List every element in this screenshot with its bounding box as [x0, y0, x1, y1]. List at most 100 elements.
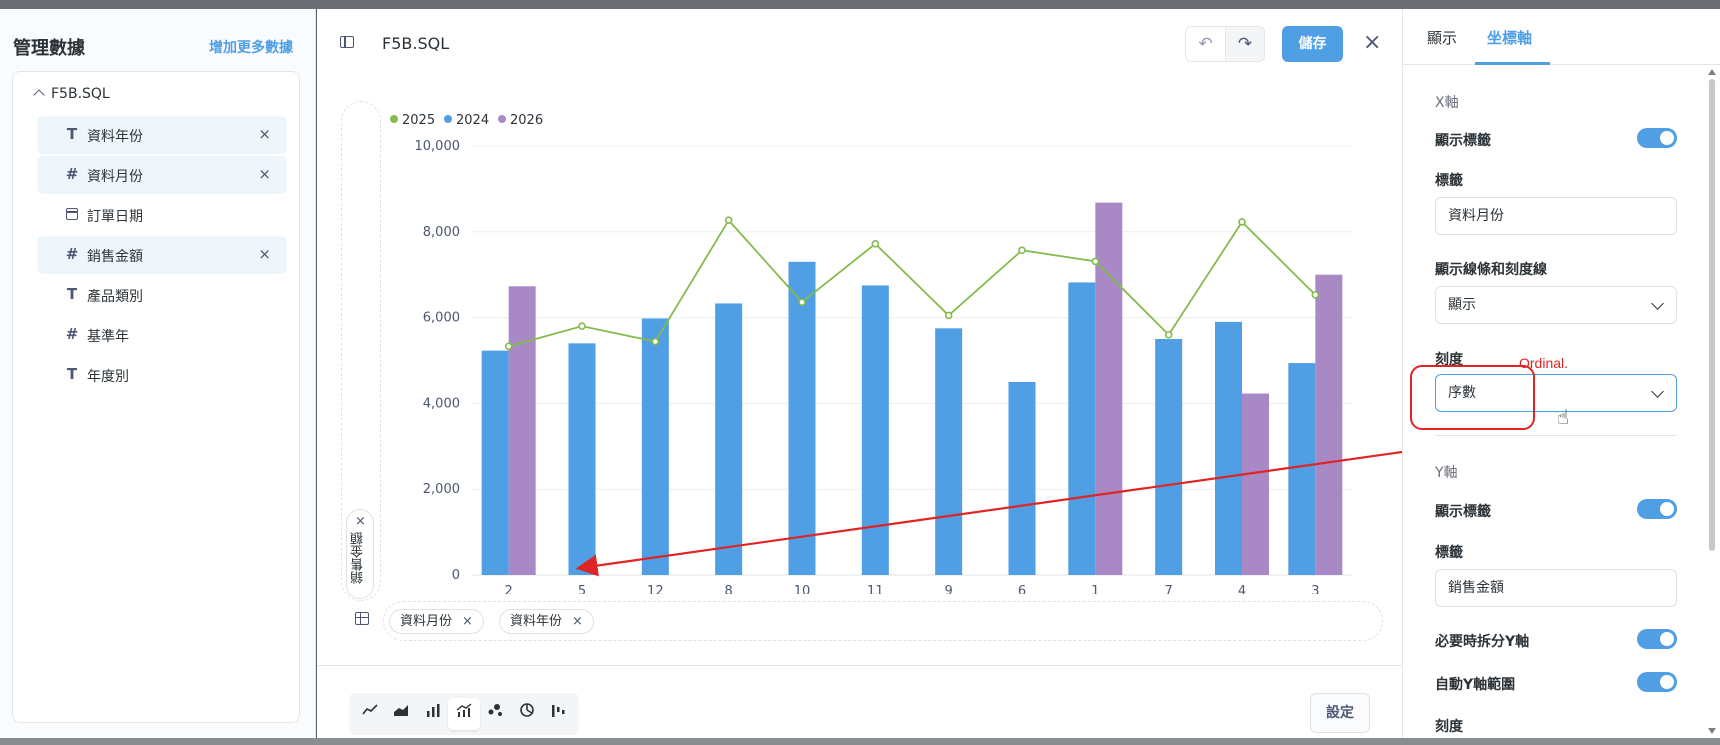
x-show-label-text: 顯示標籤 — [1435, 133, 1491, 149]
scroll-up-icon[interactable] — [1708, 69, 1716, 75]
bar-2024 — [641, 318, 669, 575]
remove-y-pill-icon[interactable]: × — [355, 514, 366, 529]
x-pill-label: 資料月份 — [400, 614, 453, 629]
legend-dot — [444, 115, 452, 123]
calendar-icon — [65, 206, 79, 223]
scatter-icon[interactable] — [480, 698, 511, 730]
y-axis-pill-label: 銷售金額 — [351, 532, 366, 584]
y-tick-label: 8,000 — [423, 225, 460, 240]
dataset-header[interactable]: F5B.SQL — [33, 86, 110, 102]
settings-tabs: 顯示 坐標軸 — [1403, 9, 1720, 65]
close-button[interactable]: × — [1363, 30, 1382, 55]
chevron-down-icon — [1651, 297, 1664, 310]
x-label-input[interactable]: 資料月份 — [1435, 197, 1677, 235]
remove-field-icon[interactable]: × — [258, 245, 271, 263]
field-label: 訂單日期 — [87, 209, 143, 225]
dataset-name: F5B.SQL — [51, 86, 110, 102]
tab-axes[interactable]: 坐標軸 — [1487, 29, 1533, 47]
legend-entry: 2025 — [402, 113, 435, 128]
settings-button[interactable]: 設定 — [1310, 693, 1370, 733]
y-axis-drop-well[interactable] — [341, 101, 381, 601]
x-scale-value: 序數 — [1448, 385, 1476, 401]
field-label: 銷售金額 — [87, 249, 143, 265]
field-item[interactable]: # 銷售金額 × — [37, 236, 287, 274]
point-2025 — [724, 216, 733, 225]
bar-2024 — [568, 343, 596, 575]
remove-field-icon[interactable]: × — [258, 125, 271, 143]
save-button[interactable]: 儲存 — [1282, 26, 1343, 62]
annotation-text: Ordinal. — [1519, 355, 1569, 371]
x-axis-pill-year[interactable]: 資料年份 × — [499, 609, 594, 634]
field-item[interactable]: T 年度別 — [37, 356, 287, 394]
text-type-icon: T — [66, 125, 78, 143]
field-label: 資料月份 — [87, 169, 143, 185]
question-title: F5B.SQL — [382, 34, 450, 53]
field-item[interactable]: T 產品類別 — [37, 276, 287, 314]
bar-2026 — [1315, 274, 1343, 575]
x-tick-label: 3 — [1311, 584, 1319, 594]
field-item[interactable]: T 資料年份 × — [37, 116, 287, 154]
point-2025 — [1238, 218, 1246, 226]
x-show-lines-select[interactable]: 顯示 — [1435, 286, 1677, 324]
x-scale-select[interactable]: 序數 — [1435, 374, 1677, 412]
dataset-box: F5B.SQL T 資料年份 × # 資料月份 × 訂單日期 # 銷售金額 × T 產品類別 # 基準年 T… — [12, 71, 300, 723]
editor-footer: 設定 — [317, 665, 1402, 738]
remove-x-pill-icon[interactable]: × — [572, 614, 583, 629]
scrollbar-thumb[interactable] — [1709, 79, 1715, 551]
x-tick-label: 4 — [1238, 584, 1246, 594]
point-2025 — [1164, 330, 1173, 339]
x-axis-drop-well[interactable] — [383, 601, 1383, 641]
line-icon[interactable] — [354, 698, 385, 730]
chevron-up-icon — [33, 89, 45, 101]
remove-field-icon[interactable]: × — [258, 165, 271, 183]
redo-button[interactable]: ↷ — [1224, 27, 1264, 61]
area-icon[interactable] — [385, 698, 416, 730]
remove-x-pill-icon[interactable]: × — [462, 614, 473, 629]
y-axis-pill[interactable]: × 銷售金額 — [346, 509, 374, 599]
number-type-icon: # — [65, 165, 79, 183]
bar-2026 — [1242, 393, 1269, 575]
combo-icon[interactable] — [448, 698, 480, 730]
annotation-highlight-box — [1410, 365, 1535, 430]
x-tick-label: 1 — [1091, 584, 1099, 594]
add-more-data-link[interactable]: 增加更多數據 — [209, 40, 293, 56]
scroll-down-icon[interactable] — [1708, 728, 1716, 734]
point-2025 — [871, 240, 880, 248]
pointer-cursor-icon: ☝ — [1557, 405, 1570, 429]
bar-2024 — [1068, 282, 1096, 575]
field-item[interactable]: 訂單日期 — [37, 196, 287, 234]
section-divider — [1435, 435, 1677, 436]
y-show-label-text: 顯示標籤 — [1435, 504, 1491, 520]
bar-2024 — [715, 303, 743, 575]
waterfall-icon[interactable] — [543, 698, 574, 730]
settings-scrollbar[interactable] — [1708, 69, 1716, 734]
tab-display[interactable]: 顯示 — [1427, 29, 1458, 47]
point-2025 — [504, 342, 513, 351]
field-label: 產品類別 — [87, 289, 143, 305]
undo-button[interactable]: ↶ — [1198, 34, 1213, 54]
bar-2024 — [1288, 363, 1316, 575]
y-tick-label: 4,000 — [423, 396, 460, 411]
x-show-label-toggle[interactable] — [1637, 128, 1677, 148]
point-2025 — [798, 298, 806, 306]
table-icon[interactable] — [355, 612, 369, 625]
field-item[interactable]: # 基準年 — [37, 316, 287, 354]
x-pill-label: 資料年份 — [510, 614, 563, 629]
point-2025 — [651, 337, 660, 346]
sidebar-toggle-icon[interactable] — [340, 36, 354, 48]
field-item[interactable]: # 資料月份 × — [37, 156, 287, 194]
y-tick-label: 10,000 — [415, 139, 461, 154]
x-axis-pill-month[interactable]: 資料月份 × — [389, 609, 484, 634]
bar-icon[interactable] — [417, 698, 448, 730]
undo-redo-group: ↶ ↷ — [1185, 26, 1265, 62]
y-auto-range-toggle[interactable] — [1637, 672, 1677, 692]
y-show-label-toggle[interactable] — [1637, 499, 1677, 519]
bar-2024 — [1008, 381, 1036, 575]
data-manager-panel: 管理數據 增加更多數據 F5B.SQL T 資料年份 × # 資料月份 × 訂單日期 # 銷售金… — [0, 9, 316, 738]
y-auto-range-text: 自動Y軸範圍 — [1435, 677, 1516, 693]
pie-icon[interactable] — [511, 698, 542, 730]
y-split-toggle[interactable] — [1637, 629, 1677, 649]
chevron-down-icon — [1651, 385, 1664, 398]
y-label-input[interactable]: 銷售金額 — [1435, 569, 1677, 607]
x-tick-label: 8 — [725, 584, 733, 594]
